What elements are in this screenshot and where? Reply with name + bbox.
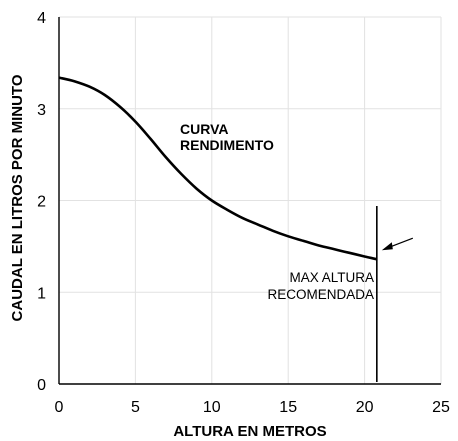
grid [59, 16, 442, 384]
curve-label-line2: RENDIMENTO [180, 137, 274, 153]
x-tick-label: 0 [55, 399, 64, 416]
x-tick-label: 15 [279, 399, 297, 416]
max-height-arrow [381, 237, 414, 251]
y-tick-label: 0 [37, 377, 46, 394]
x-axis-title: ALTURA EN METROS [173, 423, 326, 440]
max-label-line1: MAX ALTURA [289, 270, 374, 285]
x-tick-label: 20 [356, 399, 374, 416]
y-tick-label: 3 [37, 102, 46, 119]
y-tick-label: 4 [37, 10, 46, 27]
max-label-line2: RECOMENDADA [267, 287, 374, 302]
x-tick-label: 10 [203, 399, 221, 416]
y-tick-label: 2 [37, 194, 46, 211]
series-line-curva-rendimiento [58, 76, 378, 261]
y-tick-label: 1 [37, 285, 46, 302]
x-tick-label: 25 [432, 399, 450, 416]
x-tick-label: 5 [131, 399, 140, 416]
tick-labels: 0 5 10 15 20 25 0 1 2 3 4 [37, 10, 450, 416]
curve-label-line1: CURVA [180, 121, 229, 137]
y-axis-title: CAUDAL EN LITROS POR MINUTO [9, 74, 26, 321]
